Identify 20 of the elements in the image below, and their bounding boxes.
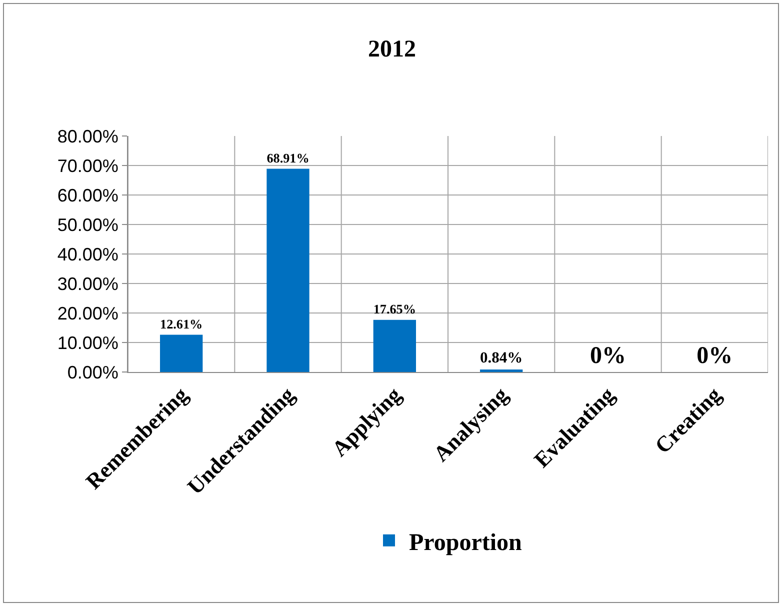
bar	[373, 320, 416, 372]
data-label: 68.91%	[266, 150, 310, 166]
y-tick-label: 40.00%	[57, 244, 118, 264]
legend-label: Proportion	[409, 530, 522, 556]
y-tick-label: 20.00%	[57, 303, 118, 324]
y-tick-label: 80.00%	[57, 126, 118, 146]
y-tick-label: 10.00%	[57, 332, 118, 353]
y-tick-label: 60.00%	[57, 185, 118, 206]
bar	[266, 168, 310, 372]
data-label: 0.84%	[480, 350, 523, 367]
y-tick-label: 0.00%	[67, 362, 118, 382]
y-tick-label: 30.00%	[57, 274, 118, 294]
data-label: 12.61%	[160, 316, 203, 332]
data-label: 0%	[590, 343, 626, 369]
y-tick-label: 70.00%	[57, 156, 118, 176]
data-label: 0%	[696, 343, 733, 369]
chart-title: 2012	[368, 36, 416, 62]
bar	[160, 334, 203, 372]
data-label: 17.65%	[373, 302, 416, 317]
y-tick-label: 50.00%	[57, 214, 118, 235]
